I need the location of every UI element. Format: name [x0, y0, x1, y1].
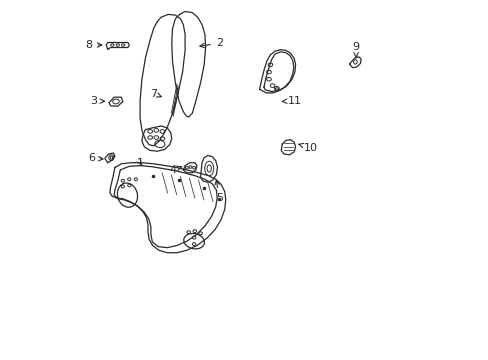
Text: 5: 5: [214, 180, 223, 203]
Text: 6: 6: [88, 153, 103, 163]
Text: 9: 9: [352, 42, 359, 58]
Text: 3: 3: [90, 96, 104, 106]
Text: 1: 1: [136, 158, 143, 168]
Text: 7: 7: [150, 89, 161, 99]
Text: 11: 11: [282, 96, 301, 106]
Text: 8: 8: [85, 40, 102, 50]
Text: 10: 10: [298, 143, 318, 153]
Text: 2: 2: [200, 38, 223, 48]
Text: 4: 4: [168, 165, 182, 175]
